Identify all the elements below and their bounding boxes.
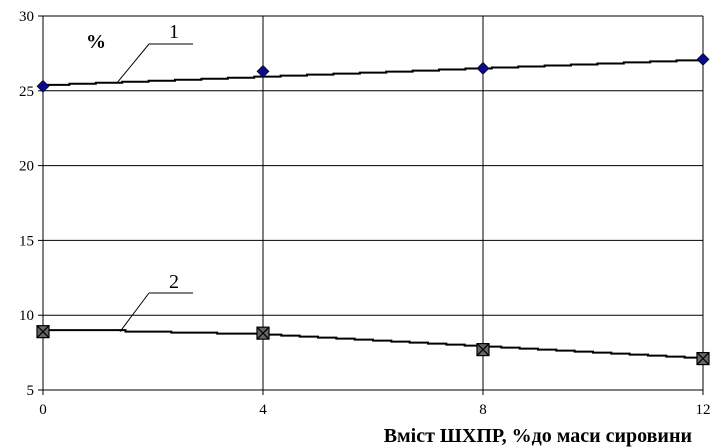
y-tick-label: 5 — [27, 383, 35, 399]
point-cross — [36, 325, 50, 339]
grid-lines — [43, 15, 704, 390]
series-2-point — [696, 351, 710, 366]
series-1-label: 1 — [169, 21, 179, 43]
y-tick-label: 25 — [19, 84, 34, 100]
series-2-point — [476, 343, 490, 357]
series-1-point — [476, 61, 490, 75]
series-2-label: 2 — [169, 271, 179, 293]
series-1-point — [696, 52, 710, 66]
y-tick-label: 30 — [19, 9, 34, 25]
series-callouts: 12 — [116, 21, 193, 332]
series-1-point — [36, 79, 50, 93]
series-2-point — [256, 326, 270, 340]
series-1-point — [256, 64, 270, 78]
series-layer — [36, 52, 710, 366]
x-axis-label: Вміст ШХПР, %до маси сировини — [384, 425, 692, 447]
y-tick-label: 20 — [19, 159, 34, 175]
point-cross — [476, 343, 490, 357]
x-tick-label: 12 — [696, 402, 711, 418]
point-cross — [256, 326, 270, 340]
y-axis-unit-label: % — [86, 31, 106, 53]
series-2-callout: 2 — [119, 271, 193, 332]
y-tick-label: 15 — [19, 233, 34, 249]
point-cross — [696, 352, 710, 366]
series-1-callout: 1 — [116, 21, 193, 83]
callout-leader — [116, 43, 150, 83]
x-tick-label: 0 — [39, 402, 47, 418]
y-tick-label: 10 — [19, 308, 34, 324]
x-tick-label: 4 — [259, 402, 267, 418]
series-2-trendline — [43, 329, 704, 359]
x-tick-label: 8 — [479, 402, 487, 418]
callout-leader — [119, 292, 150, 332]
series-1-trendline — [43, 59, 704, 86]
series-2-point — [36, 325, 50, 339]
